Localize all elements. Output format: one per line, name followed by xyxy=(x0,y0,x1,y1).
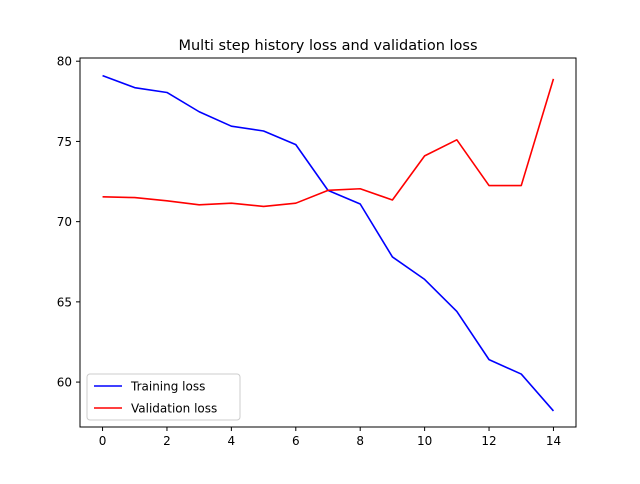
y-axis-ticks: 60 65 70 75 80 xyxy=(57,55,80,390)
x-tick-label: 8 xyxy=(356,434,364,448)
legend-box xyxy=(86,373,241,421)
legend-label-training-loss: Training loss xyxy=(130,380,205,394)
y-tick-label: 60 xyxy=(57,376,72,390)
x-tick-label: 4 xyxy=(228,434,236,448)
legend-label-validation-loss: Validation loss xyxy=(131,402,217,416)
plot-frame xyxy=(79,57,577,428)
x-axis-ticks: 0 2 4 6 8 10 12 14 xyxy=(99,427,561,448)
y-tick-label: 70 xyxy=(57,215,72,229)
y-tick-label: 65 xyxy=(57,295,72,309)
validation-loss-line xyxy=(102,78,555,208)
x-tick-label: 14 xyxy=(546,434,561,448)
series-layer xyxy=(102,74,555,412)
y-tick-label: 80 xyxy=(57,55,72,69)
chart-title: Multi step history loss and validation l… xyxy=(178,38,477,54)
x-tick-label: 2 xyxy=(163,434,171,448)
y-tick-label: 75 xyxy=(57,135,72,149)
legend: Training loss Validation loss xyxy=(86,373,241,421)
x-tick-label: 10 xyxy=(417,434,432,448)
x-tick-label: 6 xyxy=(292,434,300,448)
x-tick-label: 12 xyxy=(481,434,496,448)
x-tick-label: 0 xyxy=(99,434,107,448)
